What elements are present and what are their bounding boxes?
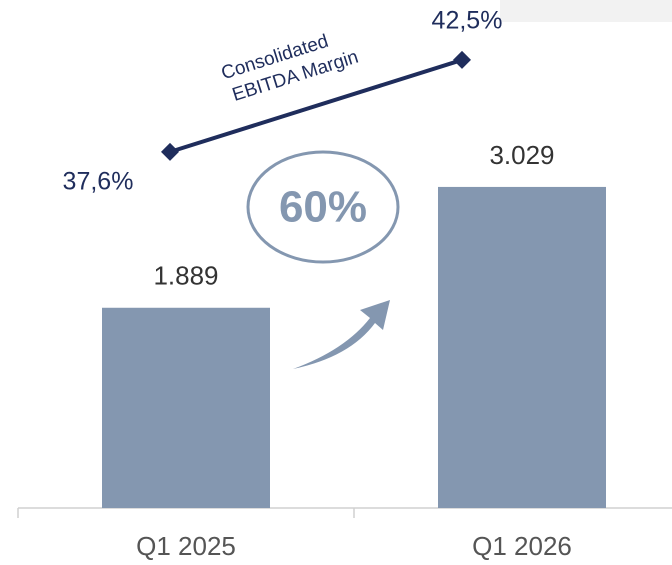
bar-value-label: 3.029 <box>489 140 554 170</box>
margin-marker <box>453 50 471 69</box>
bar-value-label: 1.889 <box>153 261 218 291</box>
margin-marker <box>161 142 179 161</box>
header-strip <box>500 0 672 22</box>
growth-label: 60% <box>279 183 367 232</box>
bar <box>102 307 270 508</box>
margin-value-label: 42,5% <box>432 7 503 35</box>
growth-arrow <box>293 300 390 369</box>
x-tick-label: Q1 2026 <box>472 531 572 561</box>
growth-circle <box>246 150 400 264</box>
margin-value-label: 37,6% <box>63 168 134 196</box>
bar <box>438 186 606 508</box>
line-annotation: Consolidated EBITDA Margin <box>219 31 361 106</box>
margin-line <box>169 58 463 154</box>
x-tick-label: Q1 2025 <box>136 531 236 561</box>
